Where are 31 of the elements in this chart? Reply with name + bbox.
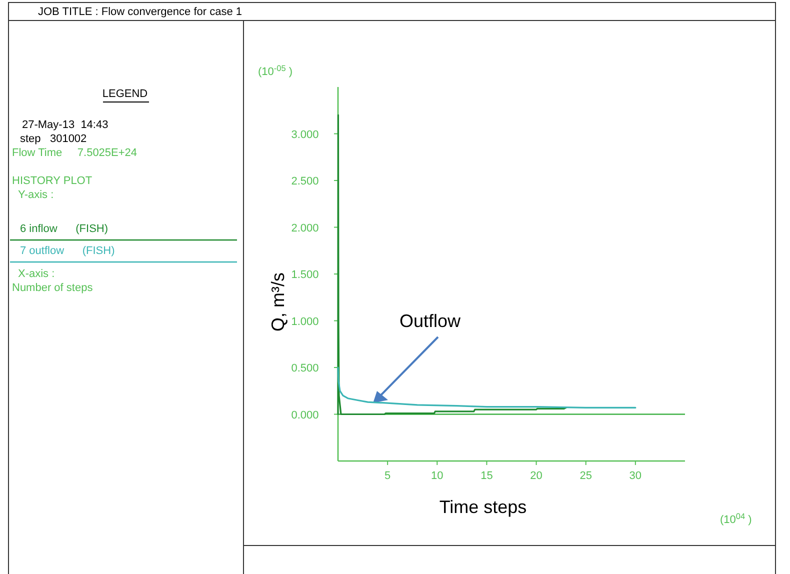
text: X-axis : [18,268,55,280]
text: (10$^{-05}$ ) [258,64,293,78]
line-series [337,366,636,409]
text: (10$^{04}$ ) [720,512,752,526]
y-tick-label: 1.500 [291,269,319,281]
text: step 301002 [20,133,87,145]
text: 27-May-13 14:43 [22,119,108,131]
y-tick-label: 0.000 [291,409,319,422]
x-tick-label: 15 [480,470,493,482]
y-tick-label: 3.000 [291,128,319,141]
y-tick-label: 1.000 [291,316,319,328]
text: JOB TITLE : Flow convergence for case 1 [38,6,242,18]
x-tick-label: 10 [431,470,444,482]
x-tick-label: 20 [530,470,542,482]
annotation: Outflow [399,311,462,331]
y-tick-label: 0.500 [291,362,319,374]
y-tick-label: 2.000 [291,222,319,234]
y-axis-title: Q, m³/s [268,272,288,332]
x-tick-label: 25 [580,470,592,482]
text: Flow Time 7.5025E+24 [12,147,138,159]
text: Y-axis : [18,189,54,201]
text: 6 inflow (FISH) [20,223,108,235]
text: LEGEND [102,88,148,100]
y-tick-label: 2.500 [291,176,319,188]
text: Number of steps [12,282,94,294]
line-series [337,114,567,416]
text: HISTORY PLOT [12,175,92,187]
text: 7 outflow (FISH) [20,245,115,257]
x-tick-label: 5 [384,470,391,482]
x-axis-title: Time steps [439,497,527,517]
x-tick-label: 30 [629,470,642,482]
